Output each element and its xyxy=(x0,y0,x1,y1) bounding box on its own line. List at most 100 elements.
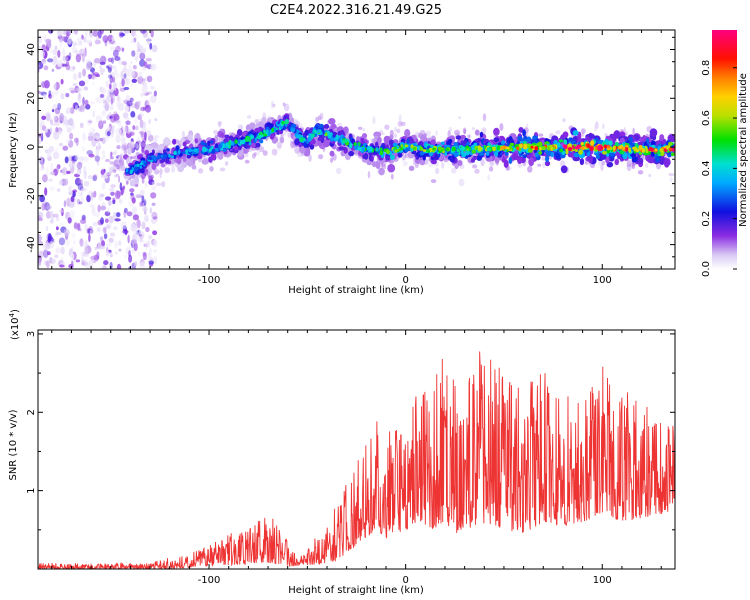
noise-blob xyxy=(68,140,74,148)
ridge-blob xyxy=(298,143,302,148)
ridge-blob xyxy=(245,137,250,142)
ridge-blob xyxy=(314,124,320,130)
faint-scatter xyxy=(317,115,322,121)
noise-blob xyxy=(47,251,51,256)
noise-blob xyxy=(131,70,136,79)
ridge-blob xyxy=(343,126,349,134)
noise-blob xyxy=(83,86,89,91)
ridge-blob xyxy=(430,139,436,146)
noise-blob xyxy=(54,116,59,123)
noise-blob xyxy=(65,92,70,98)
noise-blob xyxy=(112,49,119,58)
snr-y-multiplier-base: (x10 xyxy=(10,317,21,340)
noise-blob xyxy=(115,45,121,53)
ridge-blob xyxy=(419,159,426,166)
faint-scatter xyxy=(631,161,634,169)
faint-scatter xyxy=(367,170,371,179)
ridge-blob xyxy=(259,134,264,138)
ridge-blob xyxy=(563,139,568,146)
noise-blob xyxy=(99,61,106,65)
noise-blob xyxy=(66,170,71,175)
noise-blob xyxy=(74,30,78,35)
noise-blob xyxy=(116,145,121,150)
noise-blob xyxy=(99,236,104,242)
noise-blob xyxy=(140,131,146,140)
noise-blob xyxy=(74,49,79,55)
noise-blob xyxy=(118,198,123,204)
colorbar-label: Normalized spectral amplitude xyxy=(738,73,749,227)
noise-blob xyxy=(64,156,69,164)
noise-blob xyxy=(109,115,113,119)
noise-blob xyxy=(120,71,124,79)
ridge-blob xyxy=(400,144,404,149)
faint-scatter xyxy=(489,166,494,172)
ridge-blob xyxy=(319,129,322,133)
ridge-blob xyxy=(219,132,225,138)
noise-blob xyxy=(82,132,87,141)
faint-scatter xyxy=(402,160,408,167)
noise-blob xyxy=(124,125,127,134)
noise-blob xyxy=(140,48,147,54)
ridge-blob xyxy=(404,144,409,148)
noise-blob xyxy=(61,48,66,58)
ridge-blob xyxy=(425,149,431,153)
faint-scatter xyxy=(153,135,160,139)
noise-blob xyxy=(114,218,121,222)
ridge-blob xyxy=(408,165,415,171)
noise-blob xyxy=(80,187,88,192)
ridge-blob xyxy=(134,167,138,172)
noise-blob xyxy=(121,144,127,151)
noise-blob xyxy=(126,211,133,217)
noise-blob xyxy=(87,135,94,142)
ridge-blob xyxy=(659,148,664,153)
ridge-blob xyxy=(573,152,580,158)
noise-blob xyxy=(139,130,145,135)
noise-blob xyxy=(128,141,135,150)
noise-blob xyxy=(145,104,151,113)
noise-blob xyxy=(99,119,103,127)
noise-blob xyxy=(110,191,115,196)
noise-blob xyxy=(114,72,120,79)
noise-blob xyxy=(47,58,54,63)
ridge-blob xyxy=(387,163,396,173)
noise-blob xyxy=(41,234,44,239)
faint-scatter xyxy=(108,166,114,174)
faint-scatter xyxy=(435,167,440,175)
faint-scatter xyxy=(308,154,312,162)
noise-blob xyxy=(128,254,133,263)
noise-blob xyxy=(100,87,107,94)
noise-blob xyxy=(111,36,115,42)
faint-scatter xyxy=(289,139,293,144)
faint-scatter xyxy=(358,126,363,130)
noise-blob xyxy=(88,233,91,243)
faint-scatter xyxy=(252,153,256,159)
x-tick-label: 100 xyxy=(593,275,612,286)
noise-blob xyxy=(78,71,82,79)
ridge-blob xyxy=(237,139,241,145)
noise-blob xyxy=(49,241,55,249)
noise-blob xyxy=(52,151,60,160)
ridge-blob xyxy=(341,140,346,144)
noise-blob xyxy=(79,228,82,232)
faint-scatter xyxy=(121,164,125,172)
noise-blob xyxy=(106,242,111,248)
noise-blob xyxy=(58,130,63,136)
noise-blob xyxy=(146,75,153,83)
ridge-blob xyxy=(376,136,382,144)
ridge-blob xyxy=(214,143,219,149)
noise-blob xyxy=(138,100,141,106)
ridge-blob xyxy=(363,152,369,160)
ridge-blob xyxy=(180,161,188,168)
ridge-blob xyxy=(580,141,584,146)
ridge-blob xyxy=(605,156,610,164)
noise-blob xyxy=(124,68,130,77)
noise-blob xyxy=(100,193,105,198)
ridge-blob xyxy=(197,154,203,160)
noise-blob xyxy=(88,132,94,137)
ridge-blob xyxy=(151,163,157,170)
noise-blob xyxy=(39,122,44,131)
noise-blob xyxy=(115,127,122,137)
faint-scatter xyxy=(120,160,123,169)
ridge-blob xyxy=(522,154,527,159)
noise-blob xyxy=(96,226,101,232)
